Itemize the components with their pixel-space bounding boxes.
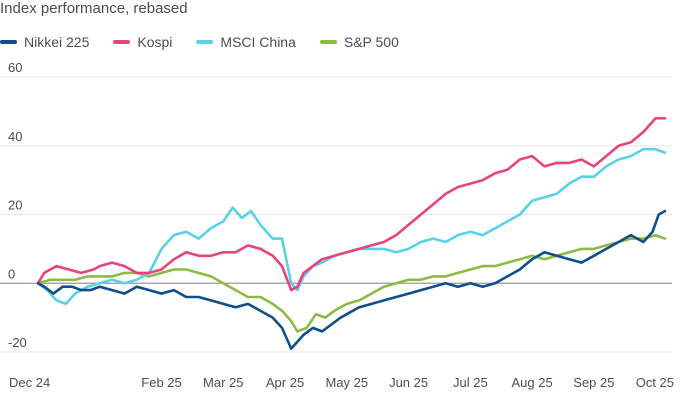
y-tick-label-40: 40 <box>8 129 22 144</box>
legend-label-kospi: Kospi <box>137 34 173 50</box>
legend: Nikkei 225 Kospi MSCI China S&P 500 <box>0 34 423 50</box>
legend-swatch-msci-china <box>196 40 214 44</box>
legend-swatch-sp-500 <box>319 40 337 44</box>
legend-item-kospi: Kospi <box>113 34 172 50</box>
gridlines <box>0 76 672 353</box>
legend-swatch-kospi <box>113 40 131 44</box>
x-tick-label-apr-25: Apr 25 <box>266 375 304 390</box>
legend-item-nikkei-225: Nikkei 225 <box>0 34 89 50</box>
legend-item-sp-500: S&P 500 <box>319 34 399 50</box>
legend-swatch-nikkei-225 <box>0 40 17 44</box>
legend-label-nikkei-225: Nikkei 225 <box>24 34 90 50</box>
x-tick-label-may-25: May 25 <box>326 375 369 390</box>
x-tick-label-sep-25: Sep 25 <box>573 375 614 390</box>
x-tick-label-aug-25: Aug 25 <box>512 375 553 390</box>
x-tick-label-dec-24: Dec 24 <box>9 375 50 390</box>
series-line-msci-china <box>36 147 667 306</box>
legend-label-msci-china: MSCI China <box>220 34 296 50</box>
y-axis-ticks: 60 40 20 0 -20 <box>8 60 27 350</box>
y-tick-label-20: -20 <box>8 335 27 350</box>
series-line-nikkei-225 <box>36 209 667 350</box>
legend-item-msci-china: MSCI China <box>196 34 296 50</box>
x-tick-label-oct-25: Oct 25 <box>636 375 674 390</box>
x-tick-label-jun-25: Jun 25 <box>389 375 428 390</box>
x-axis-ticks: Dec 24 Feb 25 Mar 25 Apr 25 May 25 Jun 25 Jul … <box>9 375 674 390</box>
chart-title: Index performance, rebased <box>0 0 188 17</box>
legend-label-sp-500: S&P 500 <box>343 34 399 50</box>
x-tick-label-feb-25: Feb 25 <box>141 375 181 390</box>
y-tick-label-60: 60 <box>8 60 22 75</box>
series-lines <box>36 117 667 350</box>
y-tick-label-20: 20 <box>8 198 22 213</box>
y-tick-label-0: 0 <box>8 266 15 281</box>
x-tick-label-mar-25: Mar 25 <box>203 375 243 390</box>
series-line-kospi <box>36 117 667 292</box>
x-tick-label-jul-25: Jul 25 <box>453 375 488 390</box>
